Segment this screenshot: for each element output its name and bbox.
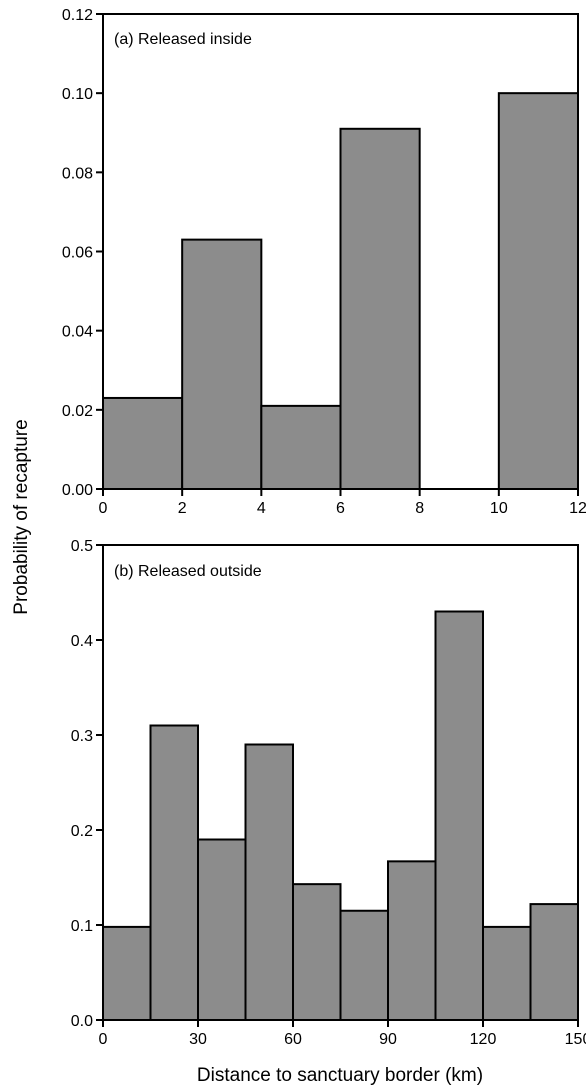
y-tick-label: 0.08 [62,165,93,182]
x-tick-label: 0 [99,500,108,517]
panel-a-x-axis: 0 2 4 6 8 10 12 [99,489,586,517]
bar [482,925,532,1022]
bar [339,127,421,491]
y-tick-label: 0.0 [71,1013,93,1030]
x-tick-label: 60 [284,1031,302,1048]
bar [387,860,437,1021]
x-tick-label: 150 [565,1031,586,1048]
bar [434,610,484,1021]
x-tick-label: 8 [415,500,424,517]
panel-b-y-axis: 0.0 0.1 0.2 0.3 0.4 0.5 [71,538,103,1030]
x-tick-label: 90 [379,1031,397,1048]
y-tick-label: 0.3 [71,728,93,745]
bar [292,883,342,1022]
panel-a-y-axis: 0.00 0.02 0.04 0.06 0.08 0.10 0.12 [62,7,103,499]
bar [497,92,580,491]
bar [260,404,342,490]
bar [339,909,389,1021]
y-tick-label: 0.00 [62,482,93,499]
y-tick-label: 0.10 [62,86,93,103]
y-axis-label: Probability of recapture [11,419,32,614]
y-tick-label: 0.4 [71,633,93,650]
x-tick-label: 0 [99,1031,108,1048]
panel-a-label: (a) Released inside [114,31,252,48]
panel-a-bars [102,92,580,491]
x-tick-label: 6 [336,500,345,517]
bar [181,238,263,490]
x-tick-label: 10 [490,500,508,517]
y-tick-label: 0.5 [71,538,93,555]
x-tick-label: 4 [257,500,266,517]
y-tick-label: 0.12 [62,7,93,24]
bar [244,743,294,1021]
x-tick-label: 30 [189,1031,207,1048]
bar [197,838,247,1021]
bar [149,724,199,1021]
panel-b-label: (b) Released outside [114,563,262,580]
bar [102,925,152,1022]
x-tick-label: 2 [178,500,187,517]
panel-b: 0.0 0.1 0.2 0.3 0.4 0.5 0 30 60 90 120 150 (b) Rel… [71,538,586,1048]
panel-a: 0.00 0.02 0.04 0.06 0.08 0.10 0.12 0 2 4 6 8 10 12 (… [62,7,586,517]
x-tick-label: 12 [569,500,586,517]
x-axis-label: Distance to sanctuary border (km) [197,1065,483,1086]
x-tick-label: 120 [470,1031,497,1048]
bar [529,903,579,1021]
y-tick-label: 0.1 [71,918,93,935]
panel-b-bars [102,610,579,1022]
y-tick-label: 0.06 [62,245,93,262]
panel-b-x-axis: 0 30 60 90 120 150 [99,1020,586,1048]
y-tick-label: 0.2 [71,823,93,840]
y-tick-label: 0.02 [62,403,93,420]
bar [102,396,184,491]
y-tick-label: 0.04 [62,324,93,341]
